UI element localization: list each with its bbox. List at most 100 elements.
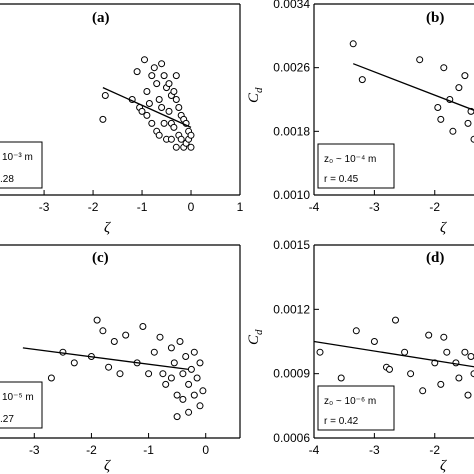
- x-tick-label: -4: [309, 200, 320, 214]
- data-point: [116, 370, 124, 378]
- x-tick-label: 0: [188, 200, 195, 214]
- panel-b-legend-line1: z₀ ~ 10⁻⁴ m: [324, 154, 376, 165]
- data-point: [434, 104, 442, 111]
- data-point: [159, 370, 167, 378]
- y-tick-label: 0.0012: [273, 302, 310, 316]
- y-tick-label: 0.0034: [273, 0, 310, 11]
- data-point: [160, 119, 168, 127]
- data-point: [167, 344, 175, 352]
- data-point: [177, 135, 185, 143]
- data-point: [443, 348, 451, 356]
- data-point: [156, 333, 164, 341]
- data-point: [470, 135, 474, 143]
- panel-a-legend-line2: .28: [0, 174, 14, 185]
- x-tick-label: -3: [39, 200, 50, 214]
- panel-a-xticks: -3 -2 -1 0 1: [39, 190, 244, 214]
- data-point: [464, 119, 472, 127]
- data-point: [185, 380, 193, 388]
- panel-d-yticks: 0.0006 0.0009 0.0012 0.0015: [273, 238, 319, 445]
- panel-b-points: [349, 40, 474, 143]
- data-point: [170, 359, 178, 367]
- data-point: [138, 107, 146, 115]
- panel-d-legend-line2: r = 0.42: [324, 416, 359, 427]
- x-tick-label: -3: [369, 200, 380, 214]
- data-point: [187, 131, 195, 139]
- data-point: [193, 374, 201, 382]
- data-point: [179, 370, 187, 378]
- panel-d-ylabel: Cd: [246, 329, 265, 345]
- data-point: [392, 316, 399, 324]
- data-point: [173, 413, 181, 421]
- data-point: [349, 40, 357, 48]
- panel-c-label: (c): [92, 250, 109, 266]
- data-point: [316, 348, 324, 356]
- panel-b-ylabel-sub: d: [253, 87, 265, 93]
- panel-a-fit-line: [102, 87, 192, 128]
- data-point: [416, 56, 424, 64]
- data-point: [470, 370, 474, 378]
- data-point: [461, 72, 469, 80]
- data-point: [93, 316, 101, 324]
- data-point: [386, 365, 393, 373]
- data-point: [143, 111, 151, 119]
- data-point: [139, 323, 147, 330]
- y-tick-label: 0.0006: [273, 431, 310, 445]
- panel-c-legend: [0, 381, 43, 429]
- panel-b-label: (b): [426, 10, 444, 26]
- panel-a-legend-line1: 10⁻³ m: [2, 152, 33, 163]
- data-point: [179, 395, 187, 403]
- data-point: [175, 104, 183, 111]
- panel-d-fit-line: [313, 340, 474, 368]
- data-point: [182, 353, 190, 360]
- data-point: [358, 76, 366, 84]
- data-point: [196, 402, 204, 410]
- data-point: [401, 348, 409, 356]
- panel-b-xticks: -4 -3 -2: [309, 190, 440, 214]
- panel-d-ylabel-sub: d: [253, 329, 265, 335]
- data-point: [160, 72, 168, 80]
- x-tick-label: -2: [429, 443, 440, 457]
- panel-c: (c) -3 -2 -1 0 10⁻⁵ m .27 ζ: [0, 244, 241, 474]
- data-point: [145, 100, 153, 107]
- panel-c-xlabel: ζ: [104, 458, 111, 474]
- panel-a: (a) -3 -2 -1 0 1 10⁻³ m .28 ζ: [0, 3, 244, 236]
- x-tick-label: -2: [86, 443, 97, 457]
- data-point: [122, 331, 130, 339]
- x-tick-label: 0: [202, 443, 209, 457]
- data-point: [170, 123, 178, 131]
- data-point: [167, 374, 175, 382]
- data-point: [167, 135, 175, 143]
- data-point: [101, 92, 109, 99]
- panel-d-xticks: -4 -3 -2: [309, 433, 440, 457]
- x-tick-label: -3: [369, 443, 380, 457]
- panel-a-points: [99, 56, 195, 151]
- y-tick-label: 0.0018: [273, 124, 310, 138]
- panel-c-xticks: -3 -2 -1 0: [29, 433, 209, 457]
- data-point: [99, 115, 107, 123]
- data-point: [187, 365, 195, 373]
- panel-c-fit-line: [22, 347, 189, 371]
- data-point: [170, 88, 178, 95]
- panel-a-xlabel: ζ: [104, 220, 111, 236]
- data-point: [467, 353, 474, 360]
- panel-c-points: [47, 316, 207, 421]
- data-point: [70, 359, 78, 367]
- data-point: [407, 370, 415, 378]
- panel-d-legend-line1: z₀ ~ 10⁻⁶ m: [324, 396, 376, 407]
- data-point: [155, 131, 163, 139]
- data-point: [187, 143, 195, 151]
- data-point: [158, 60, 166, 68]
- data-point: [425, 331, 433, 339]
- panel-b-legend-line2: r = 0.45: [324, 174, 359, 185]
- data-point: [133, 68, 141, 76]
- data-point: [352, 327, 360, 335]
- data-point: [145, 370, 153, 378]
- data-point: [196, 359, 204, 367]
- data-point: [190, 391, 198, 399]
- data-point: [461, 348, 469, 356]
- x-tick-label: -4: [309, 443, 320, 457]
- data-point: [199, 387, 207, 395]
- data-point: [437, 380, 445, 388]
- x-tick-label: 1: [237, 200, 244, 214]
